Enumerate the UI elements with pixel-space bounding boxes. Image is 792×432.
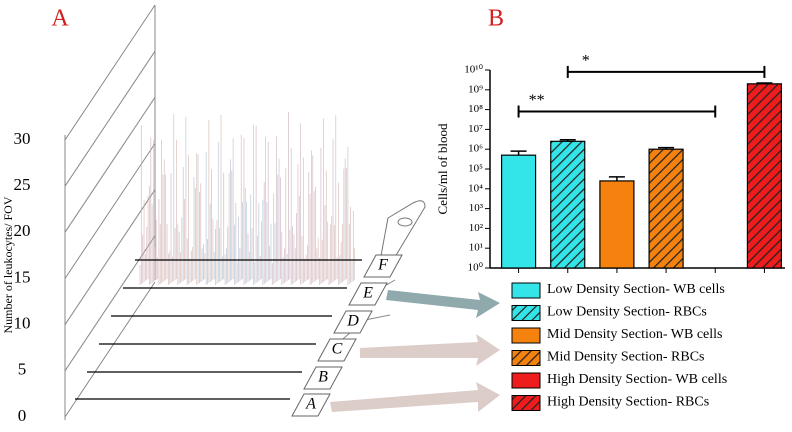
slide-hole [397, 217, 413, 227]
y-tick-label: 10⁵ [468, 163, 483, 175]
bar [746, 83, 783, 269]
panel-label: A [51, 6, 69, 32]
section-tag [291, 393, 331, 417]
panel-label: B [488, 6, 504, 32]
section-label: A [305, 396, 316, 413]
y-tick-label: 10³ [469, 202, 484, 214]
grid-line [64, 50, 156, 187]
y-axis-title: Number of leukocytes/ FOV [1, 196, 15, 333]
section-label: B [318, 369, 328, 386]
bar [599, 180, 635, 269]
bar [648, 148, 684, 269]
significance-label: * [582, 53, 590, 70]
significance-label: ** [529, 92, 545, 109]
section-label: C [332, 341, 343, 358]
grid-line [64, 97, 156, 233]
legend-label: Mid Density Section- WB cells [547, 327, 723, 342]
legend-label: Mid Density Section- RBCs [547, 350, 705, 365]
legend-swatch [511, 395, 541, 411]
legend-swatch [511, 372, 541, 389]
bar [550, 140, 586, 269]
legend-label: Low Density Section- WB cells [547, 282, 725, 297]
y-axis-title: Cells/ml of blood [435, 123, 450, 215]
y-tick-label: 0 [18, 406, 27, 425]
y-tick-label: 10⁴ [468, 182, 483, 194]
y-tick-label: 10¹ [469, 242, 483, 254]
arrows [330, 290, 500, 412]
y-tick-label: 5 [18, 360, 27, 379]
slide-icon [379, 200, 426, 262]
legend-label: High Density Section- WB cells [547, 372, 727, 387]
bar [500, 154, 537, 269]
section-label: D [346, 313, 359, 330]
legend-swatch [511, 282, 541, 299]
grid-line [64, 235, 156, 372]
legend-label: High Density Section- RBCs [547, 395, 709, 410]
legend-swatch [511, 327, 541, 344]
y-tick-label: 15 [14, 267, 31, 286]
grid-line [64, 143, 156, 279]
y-tick-label: 10 [14, 314, 31, 333]
section-tag [333, 310, 373, 334]
section-tag [348, 282, 388, 306]
section-tag [363, 254, 403, 278]
y-tick-label: 20 [14, 221, 31, 240]
section-tag [317, 338, 357, 362]
legend-label: Low Density Section- RBCs [547, 305, 707, 320]
y-tick-label: 10² [469, 222, 484, 234]
y-tick-label: 25 [14, 175, 31, 194]
section-label: F [377, 257, 388, 274]
y-tick-label: 10⁷ [468, 123, 483, 135]
y-tick-label: 10¹⁰ [464, 64, 483, 76]
legend-swatch [511, 350, 541, 366]
y-tick-label: 10⁶ [468, 143, 483, 155]
section-label: E [362, 285, 373, 302]
y-tick-label: 10⁰ [468, 262, 484, 274]
legend-swatch [511, 305, 541, 321]
y-tick-label: 10⁹ [468, 83, 483, 95]
section-tag [303, 366, 343, 390]
grid-line [64, 4, 156, 141]
y-tick-label: 30 [14, 129, 31, 148]
grid-line [64, 189, 156, 325]
grid-line [64, 281, 156, 418]
y-tick-label: 10⁸ [468, 103, 483, 115]
